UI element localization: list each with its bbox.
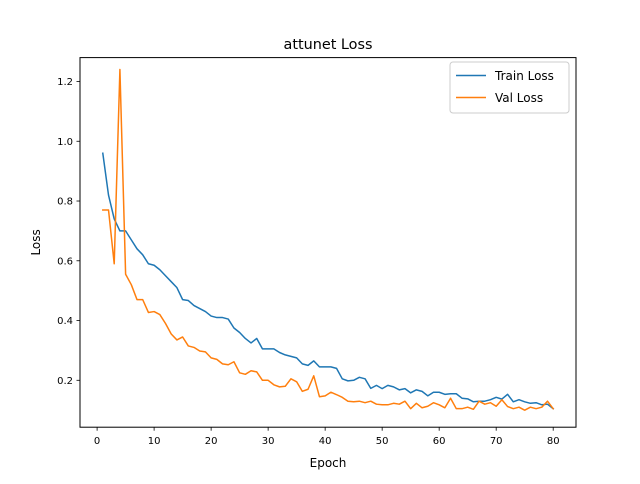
y-tick-label: 0.6 [57,256,73,267]
y-tick-label: 0.8 [57,197,73,208]
legend-label-val-loss: Val Loss [495,91,543,105]
x-tick-label: 50 [376,436,389,447]
x-tick-label: 80 [547,436,560,447]
series-layer [101,68,555,411]
x-tick-label: 60 [433,436,446,447]
plot-frame [79,57,577,428]
x-tick-label: 10 [148,436,161,447]
legend-label-train-loss: Train Loss [494,69,554,83]
chart-title: attunet Loss [284,37,373,53]
x-tick-label: 0 [94,436,100,447]
legend: Train Loss Val Loss [449,61,570,114]
x-tick-label: 40 [319,436,332,447]
x-tick-label: 70 [490,436,503,447]
y-axis-label: Loss [29,229,43,255]
y-tick-label: 1.0 [57,137,73,148]
x-axis: 0 10 20 30 40 50 60 70 80 [94,427,560,447]
x-tick-label: 20 [205,436,218,447]
y-tick-label: 0.4 [57,316,73,327]
series-line-val-loss [102,68,555,411]
y-axis: 0.2 0.4 0.6 0.8 1.0 1.2 [57,77,80,387]
x-tick-label: 30 [262,436,275,447]
x-axis-label: Epoch [310,456,347,470]
y-tick-label: 1.2 [57,77,73,88]
series-line-train-loss [101,152,555,410]
y-tick-label: 0.2 [57,376,73,387]
